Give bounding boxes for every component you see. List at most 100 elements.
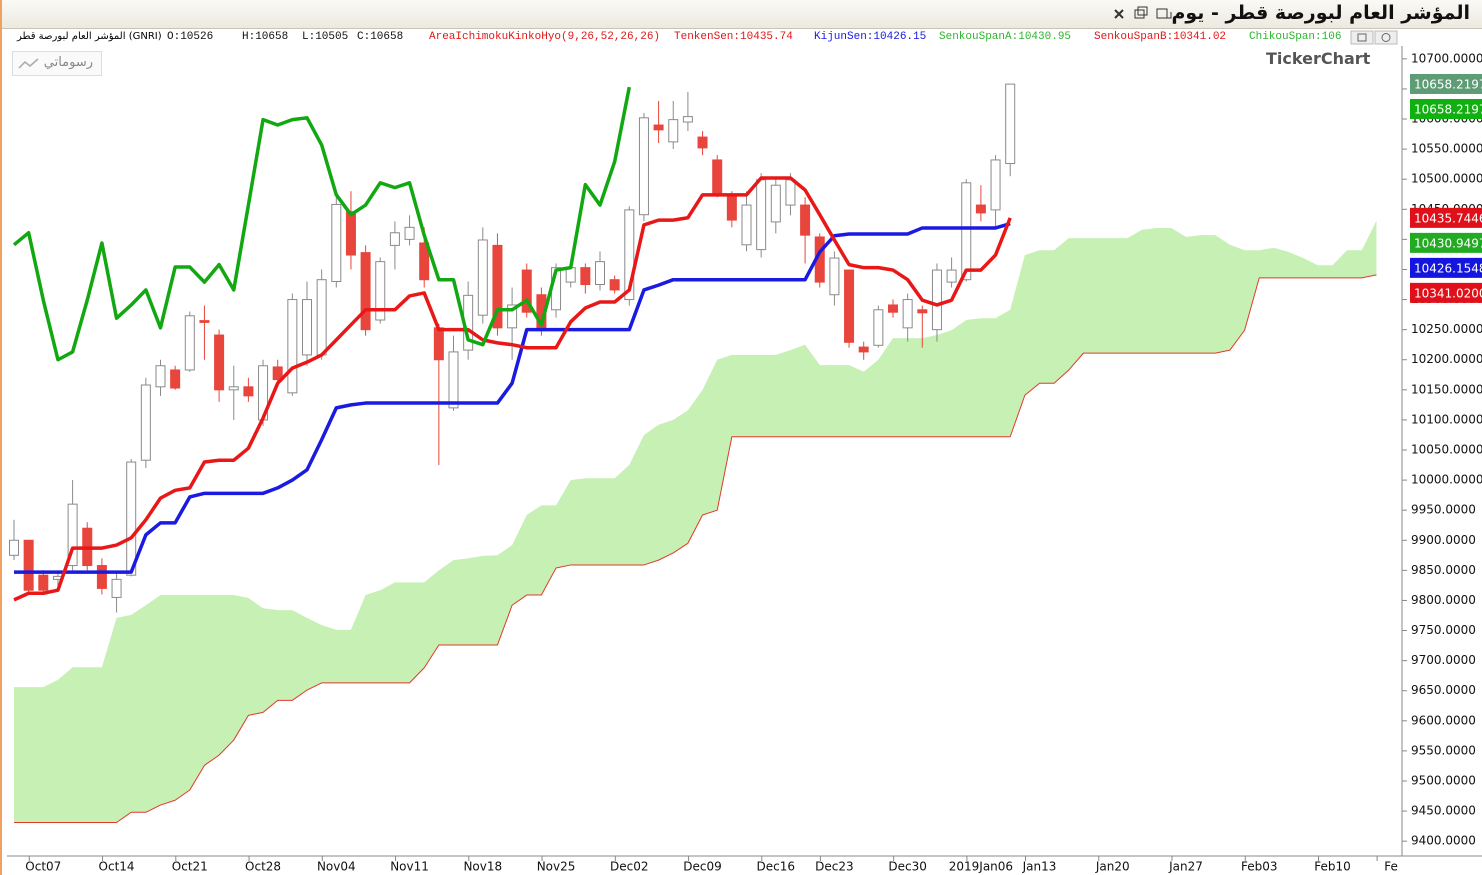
x-tick-label: Jan20	[1095, 860, 1130, 874]
y-tick-label: 10150.0000	[1411, 382, 1482, 396]
price-marker-label: 10658.2197	[1414, 77, 1482, 91]
axis-panel	[1402, 46, 1482, 875]
candle-body	[228, 386, 239, 391]
drawings-button[interactable]: رسوماتي	[12, 51, 102, 76]
candle-body	[375, 261, 386, 321]
candle-body	[477, 239, 488, 316]
y-tick-label: 9400.0000	[1411, 834, 1476, 848]
candle-body	[726, 194, 737, 221]
x-tick-label: Oct14	[99, 860, 135, 874]
candle-body	[609, 279, 620, 291]
candle-body	[243, 386, 254, 397]
x-tick-label: Jan13	[1022, 860, 1057, 874]
indicator-readout: SenkouSpanB:10341.02	[1094, 31, 1227, 43]
candle-body	[345, 211, 356, 256]
y-tick-label: 9950.0000	[1411, 503, 1476, 517]
ohlc-readout: L:10505	[302, 31, 349, 43]
candle-body	[140, 384, 151, 461]
candle-body	[697, 136, 708, 149]
candle-body	[126, 461, 137, 576]
candle-body	[829, 257, 840, 296]
y-tick-label: 9700.0000	[1411, 653, 1476, 667]
candle-body	[23, 539, 34, 591]
candle-body	[1005, 83, 1016, 165]
candle-body	[302, 299, 312, 356]
candle-body	[507, 304, 518, 329]
candle-body	[38, 574, 49, 591]
candle-body	[990, 159, 1001, 211]
y-tick-label: 10200.0000	[1411, 352, 1482, 366]
candle-body	[638, 117, 649, 216]
button-label[interactable]: رسوماتي	[43, 55, 93, 70]
candle-body	[785, 179, 796, 206]
price-marker	[1410, 257, 1482, 278]
y-tick-label: 9800.0000	[1411, 593, 1476, 607]
candle-body	[961, 182, 972, 281]
y-tick-label: 10050.0000	[1411, 443, 1482, 457]
y-tick-label: 10100.0000	[1411, 412, 1482, 426]
chikou-span-line	[12, 86, 632, 362]
x-tick-label: Oct28	[245, 860, 281, 874]
x-tick-label: Dec23	[815, 860, 854, 874]
indicator-readout: TenkenSen:10435.74	[674, 31, 793, 43]
candle-body	[170, 369, 181, 389]
y-tick-label: 10500.0000	[1411, 172, 1482, 186]
y-tick-label: 9650.0000	[1411, 683, 1476, 697]
x-tick-label: Oct07	[25, 860, 61, 874]
x-tick-label: Dec16	[757, 860, 796, 874]
candle-body	[741, 204, 752, 246]
candle-body	[888, 304, 898, 313]
y-tick-label: 9850.0000	[1411, 563, 1476, 577]
ohlc-readout: H:10658	[242, 31, 289, 43]
y-tick-label: 9450.0000	[1411, 804, 1476, 818]
panel-controls[interactable]	[1350, 30, 1400, 46]
window-controls[interactable]	[1107, 0, 1197, 28]
candle-body	[770, 184, 781, 223]
candle-body	[653, 124, 664, 131]
candle-body	[155, 365, 166, 388]
price-marker	[1410, 282, 1482, 303]
candle-body	[931, 269, 942, 331]
candle-body	[199, 320, 210, 323]
candle-body	[404, 226, 415, 240]
x-tick-label: Feb10	[1314, 860, 1351, 874]
price-marker	[1410, 73, 1482, 94]
candle-body	[287, 299, 298, 394]
watermark: TickerChart	[1266, 49, 1371, 68]
y-tick-label: 9600.0000	[1411, 713, 1476, 727]
candle-body	[668, 119, 679, 143]
price-marker-label: 10341.0200	[1414, 286, 1482, 300]
candle-body	[184, 315, 195, 371]
candle-body	[67, 503, 78, 567]
candle-body	[389, 232, 400, 246]
candle-body	[858, 346, 869, 353]
ohlc-readout: O:10526	[167, 31, 214, 43]
y-tick-label: 9900.0000	[1411, 533, 1476, 547]
x-tick-label: Fe	[1384, 860, 1398, 874]
x-tick-label: Feb03	[1241, 860, 1278, 874]
kijun-sen-line	[14, 221, 1011, 574]
candle-body	[331, 203, 342, 283]
candle-body	[521, 269, 532, 313]
candle-body	[272, 366, 283, 381]
candle-body	[946, 269, 957, 283]
price-marker-label: 10430.9497	[1414, 236, 1482, 250]
y-tick-label: 10700.0000	[1411, 51, 1482, 65]
candle-body	[111, 578, 122, 598]
candle-body	[419, 242, 430, 281]
indicator-readout: AreaIchimokuKinkoHyo(9,26,52,26,26)	[429, 31, 661, 43]
chart-title: المؤشر العام لبورصة قطر - يوم	[1171, 2, 1470, 24]
price-marker	[1410, 232, 1482, 253]
y-tick-label: 10550.0000	[1411, 142, 1482, 156]
cloud-area	[14, 220, 1377, 823]
price-marker	[1410, 98, 1482, 119]
candle-body	[448, 351, 459, 409]
candle-body	[712, 159, 723, 194]
price-marker-label: 10435.7446	[1414, 211, 1482, 225]
candle-body	[595, 261, 605, 286]
candle-body	[624, 209, 635, 301]
x-tick-label: Oct21	[172, 860, 208, 874]
x-tick-label: Nov04	[317, 860, 356, 874]
x-tick-label: Nov18	[463, 860, 502, 874]
